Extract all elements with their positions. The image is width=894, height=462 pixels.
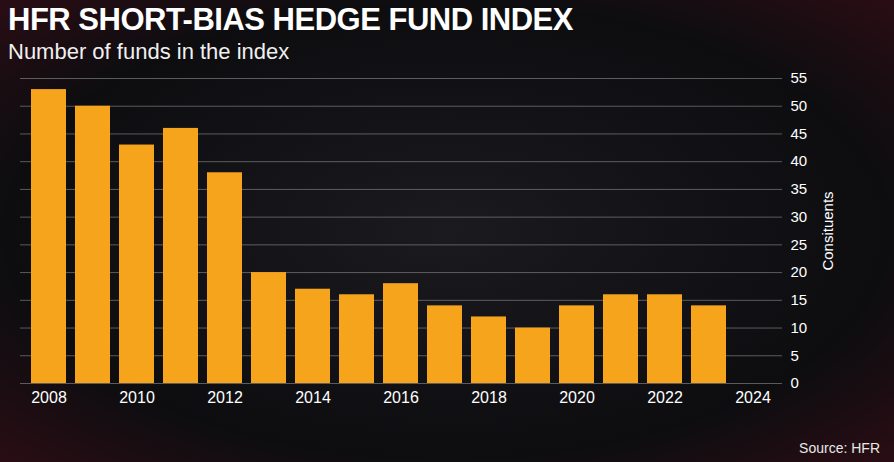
- svg-text:2020: 2020: [559, 389, 595, 406]
- svg-text:2014: 2014: [295, 389, 331, 406]
- svg-text:0: 0: [791, 374, 799, 391]
- svg-text:2012: 2012: [207, 389, 243, 406]
- svg-text:Consituents: Consituents: [819, 191, 836, 270]
- svg-text:2016: 2016: [383, 389, 419, 406]
- svg-text:2008: 2008: [31, 389, 67, 406]
- svg-text:35: 35: [791, 180, 808, 197]
- svg-text:30: 30: [791, 208, 808, 225]
- svg-text:10: 10: [791, 319, 808, 336]
- svg-text:2018: 2018: [471, 389, 507, 406]
- svg-text:5: 5: [791, 347, 799, 364]
- svg-text:15: 15: [791, 291, 808, 308]
- svg-text:25: 25: [791, 236, 808, 253]
- svg-text:45: 45: [791, 125, 808, 142]
- svg-text:2024: 2024: [735, 389, 771, 406]
- svg-text:55: 55: [791, 70, 808, 86]
- html-text:Number of funds in the index: Number of funds in the index: [8, 39, 290, 64]
- svg-text:50: 50: [791, 97, 808, 114]
- html-text:Source: HFR: Source: HFR: [799, 440, 880, 456]
- svg-text:2022: 2022: [647, 389, 683, 406]
- svg-text:2010: 2010: [119, 389, 155, 406]
- svg-text:40: 40: [791, 152, 808, 169]
- html-text:HFR SHORT-BIAS HEDGE FUND INDE: HFR SHORT-BIAS HEDGE FUND INDEX: [8, 2, 573, 37]
- svg-text:20: 20: [791, 263, 808, 280]
